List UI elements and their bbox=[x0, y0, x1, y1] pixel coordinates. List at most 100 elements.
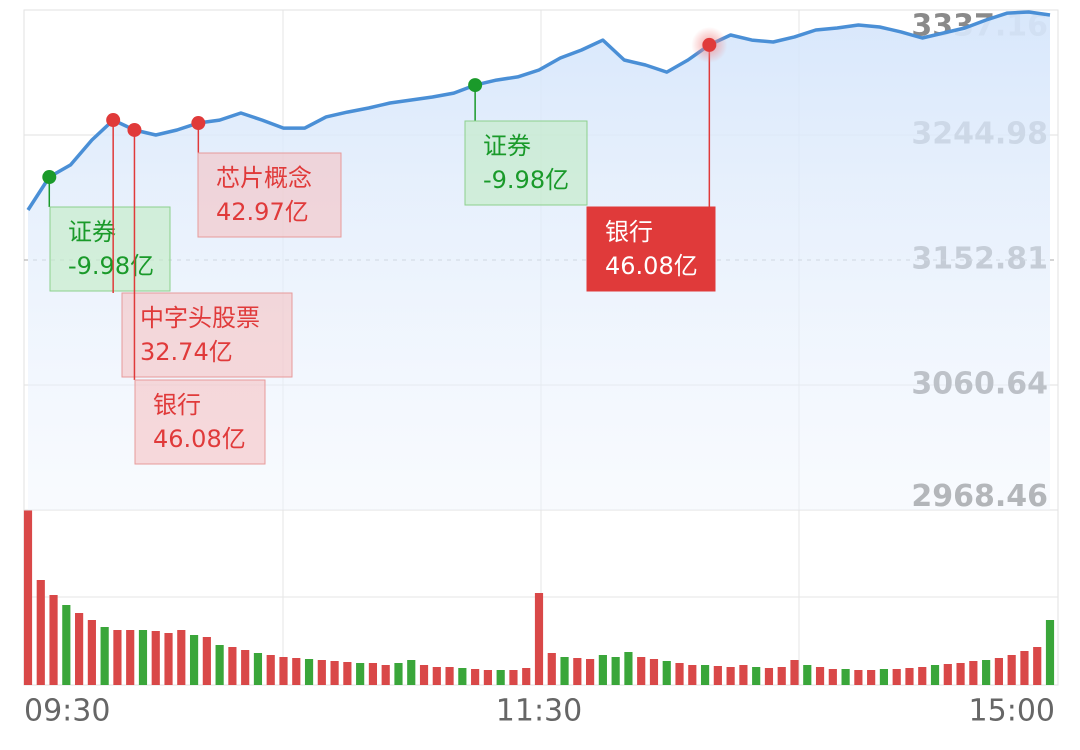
volume-bar bbox=[918, 667, 927, 685]
volume-bar bbox=[956, 663, 965, 685]
volume-bar bbox=[867, 670, 876, 685]
volume-bar bbox=[215, 645, 224, 685]
volume-bar bbox=[982, 660, 991, 685]
volume-bar bbox=[879, 669, 889, 685]
volume-bar bbox=[36, 580, 45, 685]
annotation-box bbox=[121, 292, 293, 378]
volume-bar bbox=[777, 667, 786, 685]
volume-bar bbox=[522, 668, 531, 685]
volume-bar bbox=[560, 657, 569, 685]
volume-bar bbox=[752, 667, 761, 685]
volume-bar bbox=[1020, 651, 1029, 685]
volume-bar bbox=[177, 630, 186, 685]
volume-bar bbox=[726, 667, 735, 685]
volume-bar bbox=[828, 669, 837, 685]
volume-bar bbox=[164, 633, 173, 685]
volume-bar bbox=[279, 657, 288, 685]
volume-bar bbox=[419, 665, 429, 685]
volume-bar bbox=[892, 669, 901, 685]
volume-bar bbox=[1007, 655, 1016, 685]
volume-bar bbox=[841, 669, 850, 685]
annotation-marker bbox=[468, 78, 483, 93]
volume-bar bbox=[189, 635, 199, 685]
volume-bar bbox=[330, 661, 339, 685]
volume-bar bbox=[432, 667, 441, 685]
annotation-amount: 46.08亿 bbox=[153, 425, 246, 453]
volume-bar bbox=[407, 660, 416, 685]
volume-bar bbox=[138, 630, 148, 685]
volume-bar bbox=[637, 657, 646, 685]
annotation-title: 银行 bbox=[153, 391, 201, 419]
volume-bar bbox=[598, 655, 607, 685]
annotation-marker bbox=[191, 116, 206, 131]
volume-bar bbox=[994, 658, 1003, 685]
volume-bar bbox=[700, 665, 710, 685]
annotation-amount: 32.74亿 bbox=[140, 338, 233, 366]
volume-bar bbox=[854, 670, 863, 685]
volume-bar bbox=[253, 653, 263, 685]
volume-bar bbox=[713, 666, 722, 685]
volume-bar bbox=[241, 650, 250, 685]
annotation-box bbox=[464, 120, 588, 206]
annotation-amount: 42.97亿 bbox=[216, 198, 309, 226]
volume-bar bbox=[1045, 620, 1055, 685]
x-tick-label: 11:30 bbox=[496, 694, 582, 729]
volume-bar bbox=[496, 670, 505, 685]
volume-bar bbox=[905, 668, 914, 685]
annotation-title: 银行 bbox=[605, 218, 653, 246]
annotation-title: 证券 bbox=[483, 132, 531, 160]
annotation-marker bbox=[127, 122, 142, 137]
annotation-marker bbox=[42, 170, 57, 185]
volume-bar bbox=[62, 605, 71, 685]
volume-bar bbox=[688, 665, 697, 685]
annotation-title: 中字头股票 bbox=[140, 304, 260, 332]
volume-bar bbox=[266, 655, 275, 685]
annotation-box bbox=[197, 152, 342, 238]
volume-bar bbox=[586, 659, 595, 685]
volume-bar bbox=[292, 658, 301, 685]
volume-bar bbox=[471, 669, 480, 685]
volume-bar bbox=[445, 667, 454, 685]
volume-bar bbox=[113, 630, 122, 685]
volume-bar bbox=[1033, 647, 1042, 685]
volume-bar bbox=[534, 593, 544, 685]
annotation-amount: -9.98亿 bbox=[68, 252, 154, 280]
annotation-title: 证券 bbox=[68, 218, 116, 246]
volume-bar bbox=[75, 613, 84, 685]
volume-bar bbox=[547, 653, 556, 685]
volume-bar bbox=[368, 663, 378, 685]
volume-bar bbox=[343, 662, 352, 685]
volume-bar bbox=[356, 663, 365, 685]
volume-bar bbox=[394, 663, 403, 685]
volume-bar bbox=[304, 659, 314, 685]
volume-bar bbox=[87, 620, 96, 685]
volume-bar bbox=[930, 665, 940, 685]
volume-bar bbox=[815, 667, 825, 685]
volume-bar bbox=[662, 661, 671, 685]
volume-bar bbox=[573, 658, 582, 685]
volume-bar bbox=[649, 659, 659, 685]
volume-bar bbox=[317, 660, 326, 685]
volume-bar bbox=[202, 637, 211, 685]
volume-bar bbox=[151, 631, 160, 685]
volume-bar bbox=[790, 660, 799, 685]
x-tick-label: 09:30 bbox=[24, 694, 110, 729]
annotation-marker bbox=[702, 37, 717, 52]
volume-bar bbox=[943, 664, 952, 685]
annotation-marker bbox=[106, 113, 121, 128]
volume-bar bbox=[381, 665, 390, 685]
x-tick-label: 15:00 bbox=[969, 694, 1055, 729]
volume-bar bbox=[483, 670, 492, 685]
annotation-amount: -9.98亿 bbox=[483, 166, 569, 194]
volume-bar bbox=[100, 627, 109, 685]
volume-bar bbox=[739, 665, 748, 685]
volume-bar bbox=[803, 665, 812, 685]
annotation-amount: 46.08亿 bbox=[605, 252, 698, 280]
price-area bbox=[28, 12, 1050, 510]
volume-bar bbox=[764, 668, 774, 685]
volume-bar bbox=[458, 668, 467, 685]
volume-bar bbox=[49, 595, 58, 685]
annotation-box bbox=[134, 379, 266, 465]
annotation-box bbox=[49, 206, 171, 292]
